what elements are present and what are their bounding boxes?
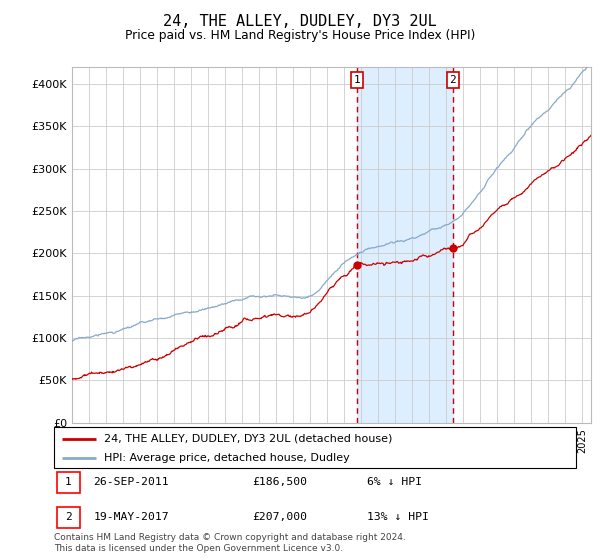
Bar <box>56 507 80 528</box>
Text: 24, THE ALLEY, DUDLEY, DY3 2UL: 24, THE ALLEY, DUDLEY, DY3 2UL <box>163 14 437 29</box>
Text: 2: 2 <box>65 512 72 522</box>
Text: Contains HM Land Registry data © Crown copyright and database right 2024.
This d: Contains HM Land Registry data © Crown c… <box>54 533 406 553</box>
Text: 6% ↓ HPI: 6% ↓ HPI <box>367 477 422 487</box>
Text: 1: 1 <box>65 477 72 487</box>
Bar <box>357 67 453 423</box>
Text: 13% ↓ HPI: 13% ↓ HPI <box>367 512 429 522</box>
Text: 19-MAY-2017: 19-MAY-2017 <box>93 512 169 522</box>
Text: £186,500: £186,500 <box>253 477 307 487</box>
Text: Price paid vs. HM Land Registry's House Price Index (HPI): Price paid vs. HM Land Registry's House … <box>125 29 475 42</box>
Bar <box>56 472 80 493</box>
Text: 24, THE ALLEY, DUDLEY, DY3 2UL (detached house): 24, THE ALLEY, DUDLEY, DY3 2UL (detached… <box>104 433 392 444</box>
Text: 26-SEP-2011: 26-SEP-2011 <box>93 477 169 487</box>
Text: 2: 2 <box>449 75 456 85</box>
Text: £207,000: £207,000 <box>253 512 307 522</box>
Text: HPI: Average price, detached house, Dudley: HPI: Average price, detached house, Dudl… <box>104 452 349 463</box>
Text: 1: 1 <box>353 75 360 85</box>
